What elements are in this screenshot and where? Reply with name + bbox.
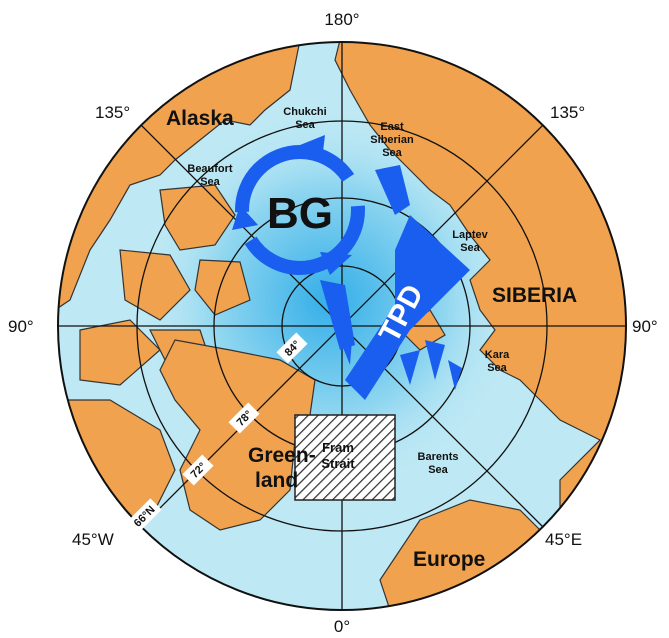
longitude-label: 180°: [324, 10, 359, 29]
sea-label: Siberian: [370, 134, 414, 146]
sea-label: Sea: [295, 119, 315, 131]
sea-label: Laptev: [452, 229, 488, 241]
sea-label: East: [380, 121, 404, 133]
beaufort-gyre: [232, 135, 365, 275]
fram-strait-box: [294, 414, 396, 501]
sea-label: Sea: [428, 464, 448, 476]
longitude-label: 135°: [95, 103, 130, 122]
region-label: Alaska: [166, 107, 234, 130]
sea-label: Strait: [321, 456, 355, 471]
sea-label: Kara: [485, 349, 510, 361]
sea-label: Sea: [460, 242, 480, 254]
label-box: [276, 332, 308, 364]
region-label: Europe: [413, 548, 485, 571]
longitude-label: 45°E: [545, 530, 582, 549]
label-box: [228, 402, 260, 434]
map-border: [57, 41, 627, 611]
sea-label: Sea: [487, 362, 507, 374]
sea-label: Fram: [322, 440, 354, 455]
longitude-label: 0°: [334, 617, 350, 636]
transpolar-drift: [320, 165, 470, 400]
sea-label: Sea: [382, 147, 402, 159]
region-label: Green-: [248, 444, 316, 467]
longitude-label: 90°: [8, 317, 34, 336]
sea-label: Barents: [418, 451, 459, 463]
label-box: [126, 498, 162, 534]
sea-label: Beaufort: [187, 163, 233, 175]
sea-label: Chukchi: [283, 106, 326, 118]
current-label: BG: [267, 189, 333, 238]
region-label: land: [255, 469, 298, 492]
label-box: [182, 454, 214, 486]
gyre-arrows: [232, 135, 352, 275]
longitude-label: 90°: [632, 317, 658, 336]
longitude-label: 135°: [550, 103, 585, 122]
sea-label: Sea: [200, 176, 220, 188]
region-label: SIBERIA: [492, 284, 577, 307]
longitude-label: 45°W: [72, 530, 114, 549]
